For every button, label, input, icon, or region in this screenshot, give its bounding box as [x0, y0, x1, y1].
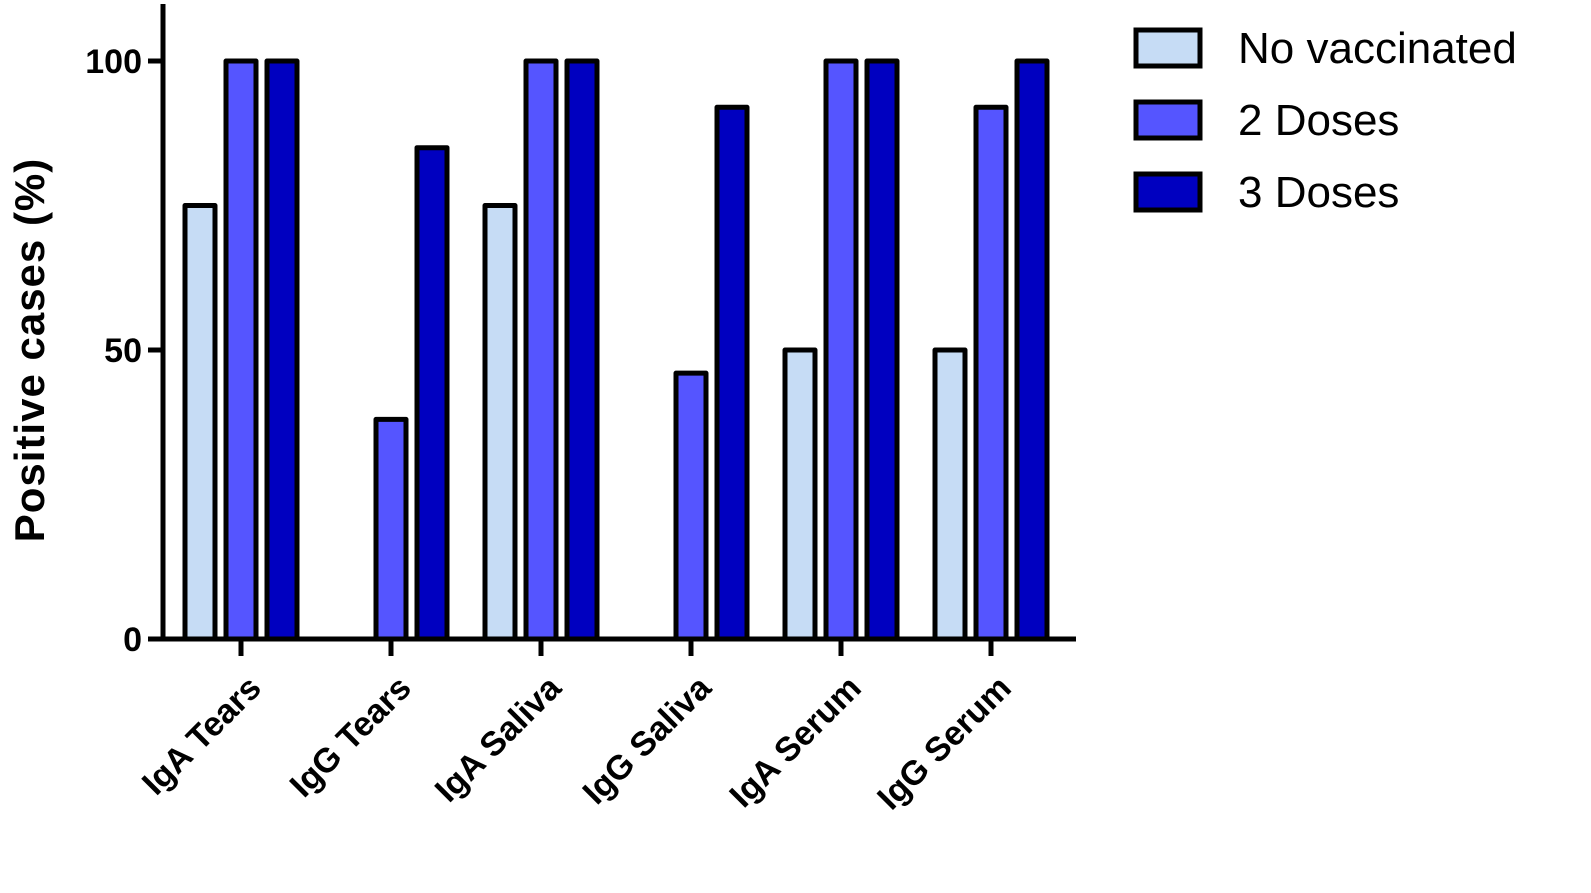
bar-no-vaccinated: [782, 347, 818, 642]
y-tick-label: 50: [104, 332, 142, 370]
legend-label: 3 Doses: [1238, 168, 1399, 217]
bar-no-vaccinated: [482, 203, 518, 642]
x-tick-label: IgA Saliva: [428, 668, 570, 810]
bar-no-vaccinated: [182, 203, 218, 642]
y-tick-label: 100: [85, 43, 142, 81]
bar-2-doses: [973, 104, 1009, 642]
x-tick-label: IgG Serum: [870, 669, 1018, 817]
bar-2-doses: [373, 416, 409, 642]
x-tick-label: IgA Tears: [135, 669, 269, 803]
legend-swatch: [1133, 99, 1203, 141]
x-tick-label: IgA Serum: [722, 669, 868, 815]
y-ticks: 0 50 100: [85, 43, 163, 659]
bar-3-doses: [864, 58, 900, 642]
bar-3-doses: [1014, 58, 1050, 642]
bars-layer: [182, 58, 1050, 642]
x-tick-label: IgG Tears: [283, 669, 419, 805]
legend-label: No vaccinated: [1238, 24, 1517, 73]
bar-3-doses: [714, 104, 750, 642]
bar-2-doses: [223, 58, 259, 642]
bar-3-doses: [264, 58, 300, 642]
x-ticks: IgA Tears IgG Tears IgA Saliva IgG Saliva Ig…: [135, 639, 1019, 817]
legend-label: 2 Doses: [1238, 96, 1399, 145]
legend-swatch: [1133, 171, 1203, 213]
bar-2-doses: [523, 58, 559, 642]
bar-2-doses: [673, 370, 709, 642]
bar-3-doses: [414, 145, 450, 642]
y-tick-label: 0: [123, 621, 142, 659]
bar-2-doses: [823, 58, 859, 642]
bar-3-doses: [564, 58, 600, 642]
legend-swatch: [1133, 27, 1203, 69]
bar-no-vaccinated: [932, 347, 968, 642]
x-tick-label: IgG Saliva: [576, 668, 720, 812]
legend: No vaccinated 2 Doses 3 Doses: [1133, 24, 1517, 217]
y-axis-label: Positive cases (%): [6, 158, 53, 543]
